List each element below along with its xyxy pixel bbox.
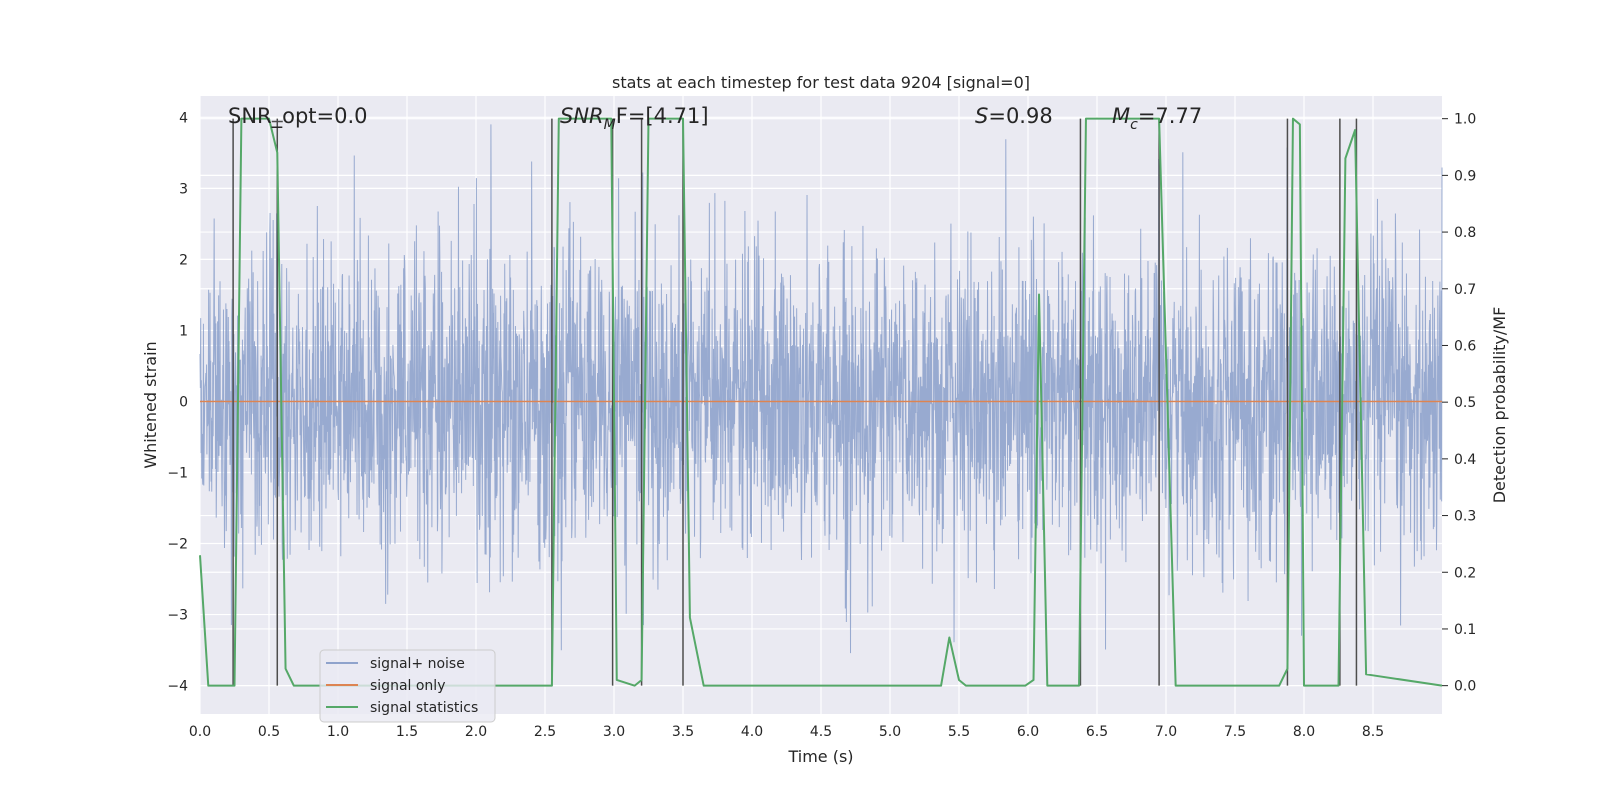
legend-label-stats: signal statistics [370,700,478,716]
x-tick-label: 4.5 [810,724,832,740]
y-left-tick-label: 0 [179,394,188,410]
legend-label-signal: signal only [370,678,445,694]
x-tick-label: 4.0 [741,724,763,740]
y-right-tick-label: 0.1 [1454,622,1476,638]
noise-trace [199,124,1443,654]
annotation-s: S=0.98 [975,104,1053,128]
x-tick-label: 7.0 [1155,724,1177,740]
y-left-tick-label: 1 [179,323,188,339]
grid-lines [199,96,1442,714]
y-left-axis-label: Whitened strain [141,341,160,468]
legend-label-noise: signal+ noise [370,656,465,672]
y-left-tick-label: 2 [179,252,188,268]
y-right-tick-label: 0.2 [1454,565,1476,581]
y-left-tick-labels: −4 −3 −2 −1 0 1 2 3 4 [167,110,188,694]
x-tick-label: 1.5 [396,724,418,740]
x-tick-label: 6.5 [1086,724,1108,740]
y-right-tick-label: 0.5 [1454,395,1476,411]
x-tick-label: 0.5 [258,724,280,740]
legend: signal+ noise signal only signal statist… [319,649,496,723]
x-tick-label: 0.0 [189,724,211,740]
annotation-snr-opt: SNR_opt=0.0 [228,104,368,129]
y-right-tick-label: 0.0 [1454,679,1476,695]
y-right-tick-labels: 0.0 0.1 0.2 0.3 0.4 0.5 0.6 0.7 0.8 0.9 1.0 [1442,112,1476,695]
y-left-tick-label: −3 [167,608,188,624]
x-tick-label: 5.0 [879,724,901,740]
y-right-tick-label: 0.9 [1454,168,1476,184]
y-left-tick-label: −4 [167,679,188,695]
annotation-mc: Mc=7.77 [1112,104,1202,133]
x-axis-label: Time (s) [787,747,853,766]
y-right-tick-label: 0.4 [1454,452,1476,468]
y-right-tick-label: 0.8 [1454,225,1476,241]
noise-series [199,124,1443,654]
x-tick-labels: 0.0 0.5 1.0 1.5 2.0 2.5 3.0 3.5 4.0 4.5 5.0 5.5 6.0 6… [189,724,1384,740]
legend-box [319,649,496,723]
x-tick-label: 2.5 [534,724,556,740]
y-right-tick-label: 0.3 [1454,509,1476,525]
y-left-tick-label: −1 [167,465,188,481]
y-left-tick-label: −2 [167,537,188,553]
statistics-series [199,117,1443,687]
y-right-tick-label: 0.6 [1454,338,1476,354]
x-tick-label: 6.0 [1017,724,1039,740]
x-tick-label: 8.0 [1293,724,1315,740]
statistics-line [199,117,1443,687]
y-left-tick-label: 4 [179,110,188,126]
y-right-axis-label: Detection probability/MF [1490,307,1509,504]
annotation-snr-mf: SNRMF=[4.71] [560,104,709,133]
chart-title: stats at each timestep for test data 920… [612,73,1030,92]
x-tick-label: 8.5 [1362,724,1384,740]
x-tick-label: 5.5 [948,724,970,740]
y-right-tick-label: 0.7 [1454,282,1476,298]
x-tick-label: 3.5 [672,724,694,740]
x-tick-label: 1.0 [327,724,349,740]
x-tick-label: 7.5 [1224,724,1246,740]
y-left-tick-label: 3 [179,181,188,197]
y-right-tick-label: 1.0 [1454,112,1476,128]
x-tick-label: 2.0 [465,724,487,740]
x-tick-label: 3.0 [603,724,625,740]
